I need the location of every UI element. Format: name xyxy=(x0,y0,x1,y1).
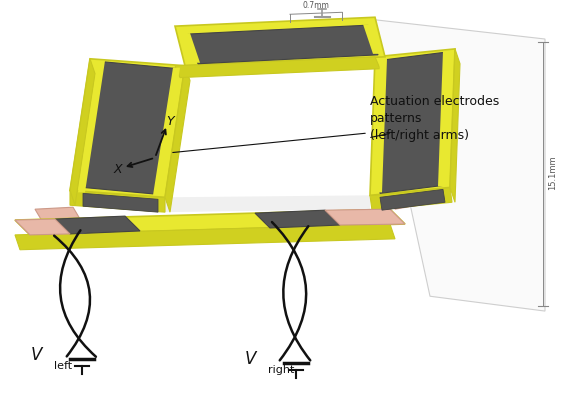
Polygon shape xyxy=(325,209,405,225)
Polygon shape xyxy=(370,49,455,195)
Polygon shape xyxy=(380,52,448,193)
Text: V: V xyxy=(244,349,256,368)
Polygon shape xyxy=(83,193,158,212)
Polygon shape xyxy=(390,185,435,209)
Polygon shape xyxy=(55,216,140,234)
Polygon shape xyxy=(183,33,200,63)
Polygon shape xyxy=(83,62,178,194)
Polygon shape xyxy=(70,59,95,205)
Text: 15.1mm: 15.1mm xyxy=(548,155,557,190)
Polygon shape xyxy=(70,59,185,197)
Polygon shape xyxy=(175,57,380,77)
Polygon shape xyxy=(375,59,387,192)
Polygon shape xyxy=(35,207,83,226)
Text: X: X xyxy=(114,163,122,176)
Polygon shape xyxy=(363,24,380,54)
Text: left: left xyxy=(54,360,72,370)
Polygon shape xyxy=(370,19,545,311)
Text: Actuation electrodes
patterns
(left/right arms): Actuation electrodes patterns (left/righ… xyxy=(370,95,499,142)
Polygon shape xyxy=(78,61,105,192)
Polygon shape xyxy=(175,17,385,66)
Polygon shape xyxy=(15,224,395,250)
Polygon shape xyxy=(15,209,405,235)
Polygon shape xyxy=(188,25,378,64)
Polygon shape xyxy=(438,51,450,186)
Text: V: V xyxy=(30,346,42,364)
Polygon shape xyxy=(370,187,452,210)
Polygon shape xyxy=(165,195,370,212)
Polygon shape xyxy=(15,219,70,235)
Text: Y: Y xyxy=(166,115,174,128)
Text: 0.7mm: 0.7mm xyxy=(302,1,329,10)
Polygon shape xyxy=(450,49,460,202)
Polygon shape xyxy=(165,66,190,212)
Polygon shape xyxy=(70,190,165,212)
Polygon shape xyxy=(380,190,445,210)
Text: right: right xyxy=(268,365,294,375)
Polygon shape xyxy=(255,210,340,228)
Polygon shape xyxy=(153,68,180,195)
